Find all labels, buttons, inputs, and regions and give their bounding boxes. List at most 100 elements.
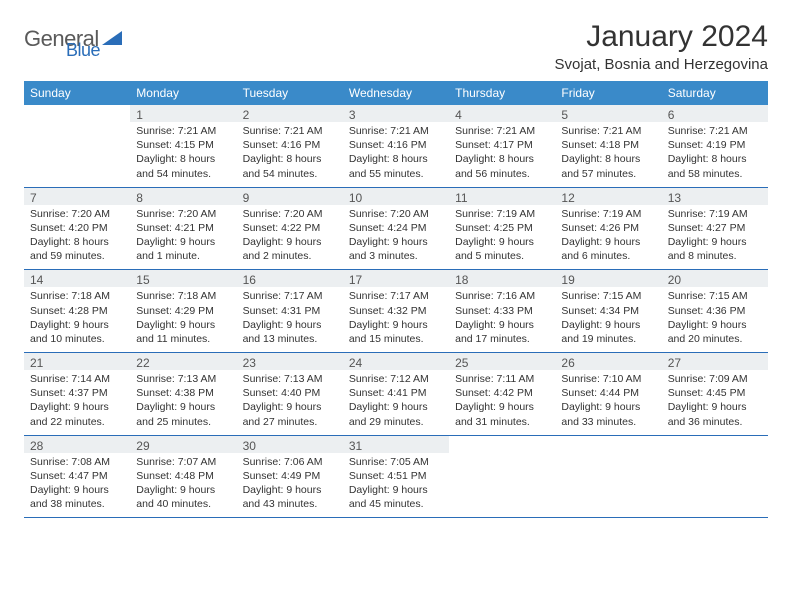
day-number: 15	[130, 270, 236, 287]
day-body-cell: Sunrise: 7:09 AMSunset: 4:45 PMDaylight:…	[662, 370, 768, 435]
day-number-cell: 16	[237, 270, 343, 288]
day-body-cell: Sunrise: 7:21 AMSunset: 4:17 PMDaylight:…	[449, 122, 555, 187]
day-number-cell: 23	[237, 353, 343, 371]
sunset-line: Sunset: 4:34 PM	[561, 304, 655, 318]
day-detail: Sunrise: 7:19 AMSunset: 4:26 PMDaylight:…	[555, 205, 661, 270]
day-number: 26	[555, 353, 661, 370]
day-detail: Sunrise: 7:13 AMSunset: 4:38 PMDaylight:…	[130, 370, 236, 435]
day-number: 9	[237, 188, 343, 205]
week-body-row: Sunrise: 7:08 AMSunset: 4:47 PMDaylight:…	[24, 453, 768, 518]
day-detail: Sunrise: 7:12 AMSunset: 4:41 PMDaylight:…	[343, 370, 449, 435]
sunrise-line: Sunrise: 7:07 AM	[136, 455, 230, 469]
sunrise-line: Sunrise: 7:21 AM	[243, 124, 337, 138]
day-number-cell: 13	[662, 187, 768, 205]
day-detail: Sunrise: 7:10 AMSunset: 4:44 PMDaylight:…	[555, 370, 661, 435]
day-number: 30	[237, 436, 343, 453]
sunset-line: Sunset: 4:28 PM	[30, 304, 124, 318]
day-detail: Sunrise: 7:14 AMSunset: 4:37 PMDaylight:…	[24, 370, 130, 435]
day-number-cell: 31	[343, 435, 449, 453]
daylight-line: Daylight: 8 hours and 59 minutes.	[30, 235, 124, 263]
day-body-cell: Sunrise: 7:20 AMSunset: 4:20 PMDaylight:…	[24, 205, 130, 270]
week-daynum-row: 28293031	[24, 435, 768, 453]
day-number: 6	[662, 105, 768, 122]
day-number: 12	[555, 188, 661, 205]
sunrise-line: Sunrise: 7:21 AM	[349, 124, 443, 138]
sunset-line: Sunset: 4:48 PM	[136, 469, 230, 483]
day-detail: Sunrise: 7:21 AMSunset: 4:15 PMDaylight:…	[130, 122, 236, 187]
day-number-cell: 22	[130, 353, 236, 371]
day-body-cell: Sunrise: 7:20 AMSunset: 4:22 PMDaylight:…	[237, 205, 343, 270]
sunset-line: Sunset: 4:15 PM	[136, 138, 230, 152]
sunrise-line: Sunrise: 7:17 AM	[243, 289, 337, 303]
day-number-cell: 15	[130, 270, 236, 288]
day-detail: Sunrise: 7:18 AMSunset: 4:28 PMDaylight:…	[24, 287, 130, 352]
day-number-cell	[449, 435, 555, 453]
calendar-table: SundayMondayTuesdayWednesdayThursdayFrid…	[24, 81, 768, 518]
day-detail: Sunrise: 7:16 AMSunset: 4:33 PMDaylight:…	[449, 287, 555, 352]
day-detail: Sunrise: 7:20 AMSunset: 4:20 PMDaylight:…	[24, 205, 130, 270]
day-detail: Sunrise: 7:20 AMSunset: 4:24 PMDaylight:…	[343, 205, 449, 270]
day-number-cell: 29	[130, 435, 236, 453]
sunset-line: Sunset: 4:32 PM	[349, 304, 443, 318]
day-number-cell: 26	[555, 353, 661, 371]
day-number-cell: 25	[449, 353, 555, 371]
day-number: 22	[130, 353, 236, 370]
daylight-line: Daylight: 8 hours and 55 minutes.	[349, 152, 443, 180]
daylight-line: Daylight: 9 hours and 5 minutes.	[455, 235, 549, 263]
location: Svojat, Bosnia and Herzegovina	[555, 56, 768, 73]
sunset-line: Sunset: 4:31 PM	[243, 304, 337, 318]
weekday-header: Tuesday	[237, 81, 343, 105]
daylight-line: Daylight: 9 hours and 13 minutes.	[243, 318, 337, 346]
daylight-line: Daylight: 9 hours and 33 minutes.	[561, 400, 655, 428]
week-body-row: Sunrise: 7:14 AMSunset: 4:37 PMDaylight:…	[24, 370, 768, 435]
sunrise-line: Sunrise: 7:15 AM	[561, 289, 655, 303]
daylight-line: Daylight: 9 hours and 20 minutes.	[668, 318, 762, 346]
daylight-line: Daylight: 9 hours and 1 minute.	[136, 235, 230, 263]
header: General Blue January 2024 Svojat, Bosnia…	[24, 20, 768, 73]
day-detail: Sunrise: 7:15 AMSunset: 4:34 PMDaylight:…	[555, 287, 661, 352]
sunrise-line: Sunrise: 7:20 AM	[136, 207, 230, 221]
day-number: 17	[343, 270, 449, 287]
day-detail: Sunrise: 7:15 AMSunset: 4:36 PMDaylight:…	[662, 287, 768, 352]
calendar-head: SundayMondayTuesdayWednesdayThursdayFrid…	[24, 81, 768, 105]
sunset-line: Sunset: 4:24 PM	[349, 221, 443, 235]
weekday-header: Wednesday	[343, 81, 449, 105]
day-body-cell	[662, 453, 768, 518]
brand-triangle-icon	[102, 29, 122, 50]
day-number: 29	[130, 436, 236, 453]
sunset-line: Sunset: 4:25 PM	[455, 221, 549, 235]
week-daynum-row: 78910111213	[24, 187, 768, 205]
sunset-line: Sunset: 4:36 PM	[668, 304, 762, 318]
daylight-line: Daylight: 9 hours and 31 minutes.	[455, 400, 549, 428]
sunrise-line: Sunrise: 7:13 AM	[243, 372, 337, 386]
daylight-line: Daylight: 9 hours and 38 minutes.	[30, 483, 124, 511]
day-number: 23	[237, 353, 343, 370]
brand-name-b: Blue	[66, 40, 100, 61]
sunset-line: Sunset: 4:44 PM	[561, 386, 655, 400]
sunrise-line: Sunrise: 7:21 AM	[668, 124, 762, 138]
month-title: January 2024	[555, 20, 768, 54]
week-body-row: Sunrise: 7:21 AM Sunset: 4:15 PM Daylight:…	[24, 122, 768, 187]
day-body-cell: Sunrise: 7:18 AMSunset: 4:28 PMDaylight:…	[24, 287, 130, 352]
day-number-cell	[24, 105, 130, 122]
day-number: 28	[24, 436, 130, 453]
weekday-header: Saturday	[662, 81, 768, 105]
sunset-line: Sunset: 4:21 PM	[136, 221, 230, 235]
day-detail: Sunrise: 7:17 AMSunset: 4:31 PMDaylight:…	[237, 287, 343, 352]
day-number: 19	[555, 270, 661, 287]
daylight-line: Daylight: 8 hours and 58 minutes.	[668, 152, 762, 180]
sunrise-line: Sunrise: 7:18 AM	[30, 289, 124, 303]
day-number-cell: 19	[555, 270, 661, 288]
day-number: 20	[662, 270, 768, 287]
sunrise-line: Sunrise: 7:17 AM	[349, 289, 443, 303]
day-body-cell: Sunrise: 7:18 AMSunset: 4:29 PMDaylight:…	[130, 287, 236, 352]
day-number-cell	[662, 435, 768, 453]
sunrise-line: Sunrise: 7:21 AM	[455, 124, 549, 138]
week-daynum-row: 21222324252627	[24, 353, 768, 371]
sunrise-line: Sunrise: 7:19 AM	[455, 207, 549, 221]
sunset-line: Sunset: 4:18 PM	[561, 138, 655, 152]
sunrise-line: Sunrise: 7:06 AM	[243, 455, 337, 469]
daylight-line: Daylight: 9 hours and 19 minutes.	[561, 318, 655, 346]
day-body-cell: Sunrise: 7:19 AMSunset: 4:26 PMDaylight:…	[555, 205, 661, 270]
sunrise-line: Sunrise: 7:15 AM	[668, 289, 762, 303]
